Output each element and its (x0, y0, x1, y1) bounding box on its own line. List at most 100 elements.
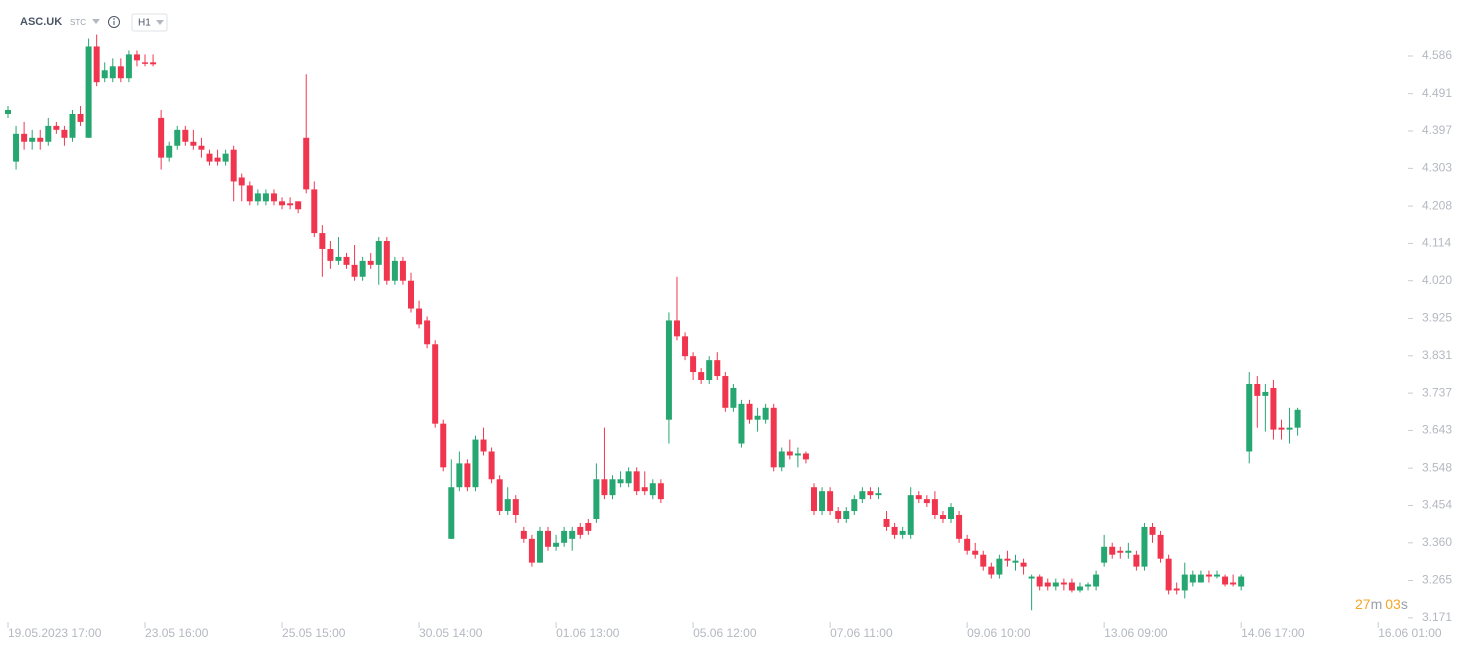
candle-body (319, 233, 326, 249)
candle-body (198, 145, 205, 150)
info-icon[interactable] (108, 16, 120, 28)
candle-body (657, 483, 664, 500)
candle-body (561, 530, 568, 543)
y-tick-label: 4.586 (1422, 48, 1452, 62)
candle-body (819, 491, 826, 512)
candle-body (1205, 574, 1212, 577)
candle-body (1173, 588, 1180, 591)
candle-body (1197, 574, 1204, 583)
candle-body (875, 493, 882, 496)
x-tick-label: 13.06 09:00 (1104, 626, 1168, 640)
candle-body (609, 479, 616, 496)
candle-body (279, 201, 286, 206)
candle-body (641, 487, 648, 492)
y-tick-label: 3.831 (1422, 348, 1452, 362)
candle-body (907, 495, 914, 535)
candle-body (698, 372, 705, 381)
candle-body (1286, 427, 1293, 430)
candle-body (456, 463, 463, 488)
candle-body (706, 360, 713, 381)
y-tick-label: 3.737 (1422, 385, 1452, 399)
countdown-minutes-unit: m (1371, 596, 1383, 612)
candle-body (1109, 546, 1116, 555)
candle-body (1157, 534, 1164, 559)
candle-body (230, 149, 237, 182)
candle-body (1141, 526, 1148, 567)
candle-body (972, 550, 979, 555)
candle-body (142, 62, 149, 64)
x-tick-label: 25.05 15:00 (282, 626, 346, 640)
candle-body (545, 530, 552, 547)
candle-body (843, 511, 850, 519)
candle-body (1165, 558, 1172, 591)
candle-body (488, 451, 495, 480)
candle-body (1076, 586, 1083, 591)
candle-body (238, 177, 245, 186)
candle-body (883, 518, 890, 527)
candle-body (391, 260, 398, 281)
candle-body (504, 499, 511, 512)
candle-body (956, 515, 963, 539)
candle-body (899, 530, 906, 535)
candle-body (117, 66, 124, 79)
candle-body (593, 479, 600, 519)
x-tick-label: 09.06 10:00 (967, 626, 1031, 640)
x-tick-label: 30.05 14:00 (419, 626, 483, 640)
candle-body (133, 54, 140, 61)
candle-body (754, 415, 761, 420)
candle-body (262, 193, 269, 202)
candle-body (335, 256, 342, 261)
candle-body (1068, 582, 1075, 591)
candle-body (125, 54, 132, 79)
candle-body (69, 113, 76, 138)
candle-body (617, 479, 624, 484)
candle-body (625, 471, 632, 484)
candle-body (778, 451, 785, 468)
y-tick-label: 4.303 (1422, 161, 1452, 175)
candle-body (1189, 574, 1196, 583)
candle-body (399, 260, 406, 281)
candle-body (440, 423, 447, 468)
interval-select[interactable] (131, 13, 168, 32)
candle-body (1278, 427, 1285, 430)
candle-body (762, 407, 769, 420)
candle-body (1020, 562, 1027, 567)
candle-body (408, 280, 414, 309)
candle-body (923, 499, 930, 504)
x-tick-label: 19.05.2023 17:00 (8, 626, 102, 640)
candle-body (1101, 546, 1108, 563)
candle-body (383, 241, 390, 281)
y-tick-label: 3.548 (1422, 460, 1452, 474)
candle-body (1028, 576, 1035, 579)
candle-body (367, 260, 374, 265)
candle-body (37, 137, 44, 142)
candle-body (1133, 554, 1140, 567)
candle-body (915, 495, 922, 500)
candle-body (1238, 576, 1245, 587)
candle-body (1044, 582, 1051, 587)
candle-body (1052, 582, 1059, 587)
countdown-seconds: 03 (1385, 596, 1401, 612)
y-tick-label: 3.454 (1422, 498, 1452, 512)
candle-body (1085, 584, 1092, 587)
countdown-seconds-unit: s (1401, 596, 1408, 612)
source-dropdown[interactable] (92, 19, 100, 24)
candle-body (811, 487, 817, 512)
candle-body (432, 344, 439, 424)
candle-body (343, 256, 350, 265)
candle-body (665, 320, 672, 420)
candle-body (536, 530, 543, 563)
candle-body (1012, 560, 1019, 563)
candle-body (150, 62, 157, 65)
candle-body (351, 264, 358, 277)
y-tick-label: 4.208 (1422, 198, 1452, 212)
candle-body (835, 511, 842, 519)
candle-body (948, 507, 955, 519)
candle-body (45, 125, 52, 142)
candle-body (1246, 383, 1253, 452)
candle-body (496, 479, 503, 512)
y-tick-label: 3.171 (1422, 610, 1452, 624)
candle-body (964, 538, 971, 551)
candle-body (295, 201, 302, 210)
